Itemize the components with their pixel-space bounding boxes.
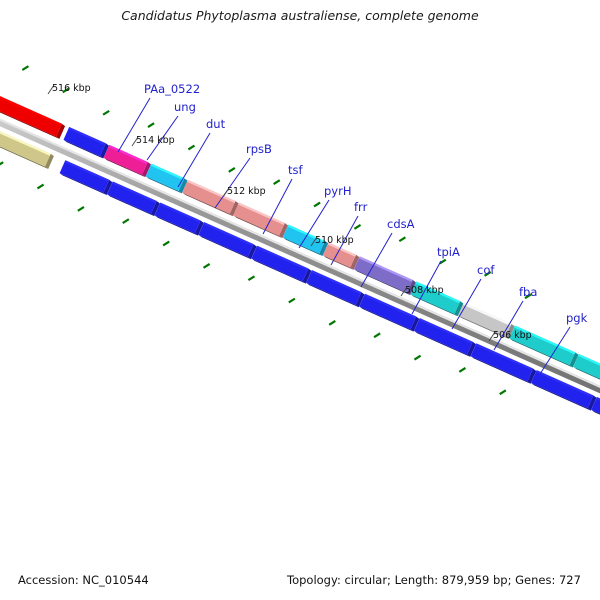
gene-label[interactable]: tpiA (437, 245, 460, 259)
scale-marker-label: 510 kbp (315, 235, 354, 246)
leader-line (262, 178, 293, 235)
tick-mark (273, 179, 281, 186)
tick-mark (398, 236, 406, 243)
tick-mark (36, 183, 45, 190)
gene-label[interactable]: pgk (566, 311, 588, 325)
gene-label[interactable]: pyrH (324, 184, 351, 198)
tick-mark (458, 367, 467, 373)
tick-mark (439, 258, 447, 265)
scale-tick (222, 187, 230, 198)
gene-label[interactable]: fba (519, 285, 537, 299)
scale-tick (131, 136, 139, 147)
tick-mark (288, 297, 296, 304)
gene-feature-ung (103, 144, 151, 178)
scale-markers-layer: 516 kbp 514 kbp 512 kbp 510 kbp 508 kbp 506 k… (47, 83, 532, 342)
gene-feature-feature-red (0, 96, 66, 139)
accession-text: Accession: NC_010544 (18, 573, 149, 587)
scale-marker-label: 512 kbp (227, 186, 266, 197)
gene-feature-gene-r2 (107, 181, 160, 217)
tick-mark (62, 87, 70, 94)
tick-mark (21, 65, 30, 71)
gene-feature-dut (145, 163, 188, 194)
tick-mark (162, 240, 170, 247)
leader-line (411, 260, 442, 315)
tick-mark (147, 122, 155, 128)
gene-feature-gene-r11 (591, 397, 600, 415)
gene-label[interactable]: cdsA (387, 217, 415, 231)
gene-label[interactable]: dut (206, 117, 226, 131)
label-leader-lines (117, 97, 571, 375)
tick-mark (77, 205, 85, 212)
gene-feature-gene-r9 (470, 343, 537, 384)
gene-feature-gene-r5 (251, 245, 312, 284)
gene-label[interactable]: frr (354, 200, 368, 214)
gene-label[interactable]: ung (174, 100, 196, 114)
tick-mark (483, 271, 492, 277)
gene-feature-gene-r7 (359, 293, 420, 332)
tick-mark (228, 166, 236, 173)
gene-label[interactable]: cof (477, 263, 495, 277)
leader-line (493, 300, 524, 351)
scale-tick (47, 84, 55, 95)
gene-feature-gene-r6 (306, 270, 365, 308)
scale-marker-label: 508 kbp (405, 285, 444, 296)
gene-feature-feature-khaki (0, 131, 54, 169)
page-title: Candidatus Phytoplasma australiense, com… (121, 8, 479, 23)
leader-line (330, 215, 359, 266)
gene-label[interactable]: PAa_0522 (144, 82, 200, 96)
gene-feature-gene-r8 (414, 318, 476, 357)
tick-mark (0, 161, 4, 166)
gene-feature-gene-r4 (198, 222, 257, 260)
scale-tick (400, 286, 408, 297)
leader-line (298, 199, 330, 249)
leader-line (451, 278, 482, 330)
gene-feature-pgk (573, 353, 600, 380)
tick-mark (313, 201, 321, 208)
scale-tick (310, 236, 318, 247)
leader-line (177, 132, 211, 188)
tick-mark (122, 218, 130, 225)
leader-line (117, 97, 151, 153)
gene-feature-PAa_0522 (63, 126, 109, 159)
leader-line (360, 232, 393, 288)
genome-stats-text: Topology: circular; Length: 879,959 bp; … (287, 573, 581, 587)
tick-mark (328, 320, 336, 326)
tick-marks-layer (0, 65, 532, 396)
gene-feature-gene-r3 (154, 202, 204, 236)
tick-mark (499, 389, 507, 396)
tick-mark (413, 354, 422, 361)
forward-strand-genes (0, 96, 600, 380)
tick-mark (202, 263, 211, 269)
tick-mark (353, 224, 362, 230)
scale-marker-label: 506 kbp (493, 330, 532, 341)
leader-line (214, 157, 251, 209)
scale-marker-label: 516 kbp (52, 83, 91, 94)
tick-mark (187, 144, 196, 151)
gene-feature-tsf (233, 202, 288, 239)
gene-label[interactable]: rpsB (246, 142, 272, 156)
gene-feature-gene-r1 (59, 160, 113, 195)
gene-feature-frr (322, 242, 360, 270)
gene-feature-fba (509, 325, 579, 368)
scale-marker-label: 514 kbp (136, 135, 175, 146)
scale-tick (488, 331, 496, 342)
genome-axis (0, 118, 600, 394)
leader-line (146, 115, 179, 161)
gene-label[interactable]: tsf (288, 163, 304, 177)
gene-feature-cof (458, 302, 515, 340)
leader-line (539, 326, 571, 375)
tick-mark (524, 293, 532, 300)
tick-mark (247, 275, 256, 282)
gene-feature-gene-r10 (531, 370, 597, 411)
tick-mark (373, 332, 381, 339)
reverse-strand-genes (0, 131, 600, 415)
tick-mark (102, 109, 110, 116)
